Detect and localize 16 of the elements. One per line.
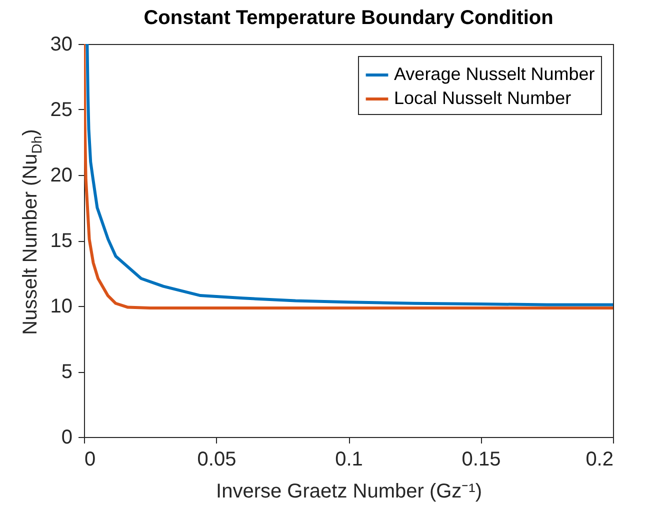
x-tick-label: 0.15	[462, 448, 501, 470]
legend-label: Local Nusselt Number	[394, 88, 572, 108]
x-tick-label: 0.1	[335, 448, 363, 470]
chart-title: Constant Temperature Boundary Condition	[144, 7, 554, 29]
y-tick-label: 25	[50, 99, 72, 121]
x-axis-title: Inverse Graetz Number (Gz⁻¹)	[216, 480, 482, 502]
y-tick-label: 5	[61, 361, 72, 383]
y-tick-label: 0	[61, 426, 72, 448]
legend-label: Average Nusselt Number	[394, 64, 595, 84]
y-tick-label: 15	[50, 230, 72, 252]
y-tick-label: 20	[50, 164, 72, 186]
x-tick-label: 0.2	[586, 448, 614, 470]
y-tick-label: 10	[50, 296, 72, 318]
x-tick-label: 0.05	[197, 448, 236, 470]
x-tick-label: 0	[84, 448, 96, 470]
y-tick-label: 30	[50, 34, 72, 56]
